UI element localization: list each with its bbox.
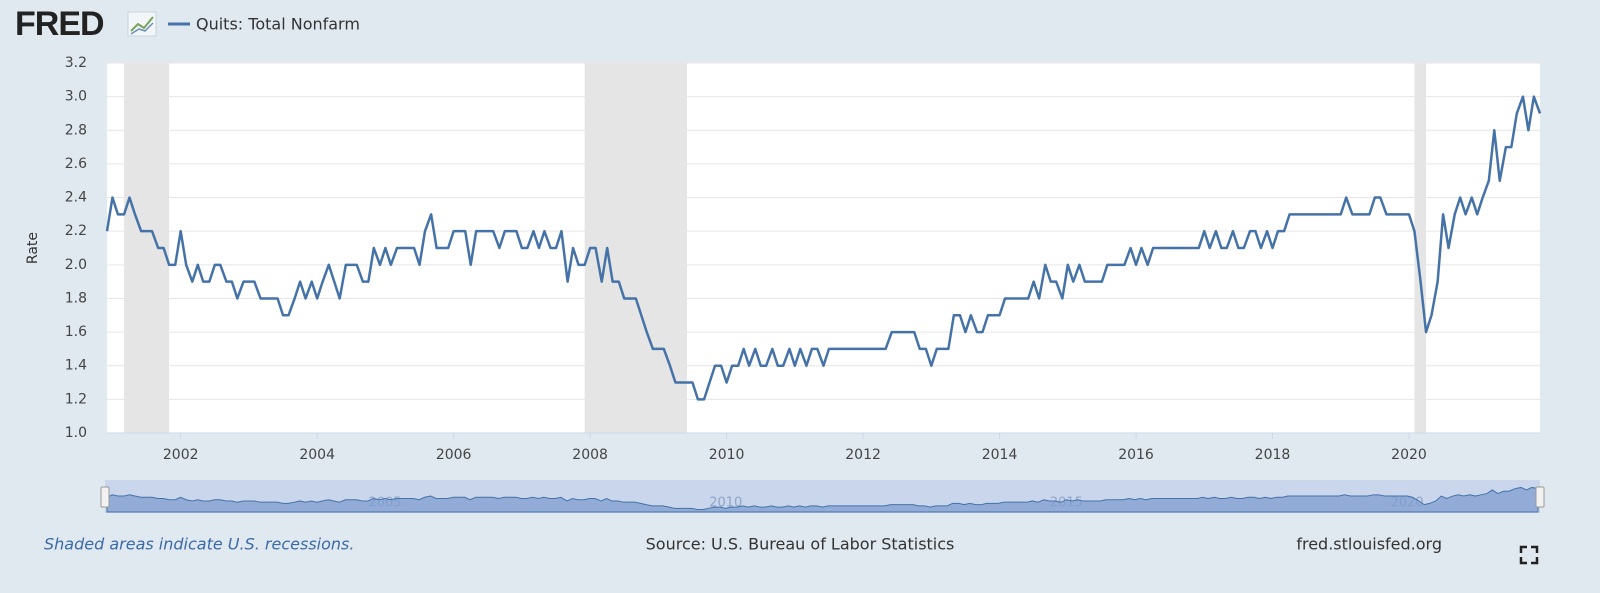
x-tick-label: 2012 bbox=[845, 447, 881, 463]
y-tick-label: 2.4 bbox=[65, 190, 87, 206]
x-tick-label: 2002 bbox=[163, 447, 199, 463]
logo: FRED bbox=[15, 5, 104, 43]
x-tick-label: 2020 bbox=[1391, 447, 1427, 463]
x-tick-label: 2006 bbox=[436, 447, 472, 463]
fullscreen-button[interactable] bbox=[1519, 545, 1539, 565]
recession-band bbox=[584, 63, 688, 433]
recession-note: Shaded areas indicate U.S. recessions. bbox=[44, 535, 354, 554]
y-tick-label: 2.0 bbox=[65, 257, 87, 273]
x-tick-label: 2016 bbox=[1118, 447, 1154, 463]
navigator-handle[interactable] bbox=[1535, 486, 1545, 508]
x-tick-label: 2004 bbox=[299, 447, 335, 463]
y-tick-label: 1.8 bbox=[65, 290, 87, 306]
legend-label: Quits: Total Nonfarm bbox=[196, 15, 360, 34]
x-tick-label: 2018 bbox=[1255, 447, 1291, 463]
y-tick-label: 3.0 bbox=[65, 89, 87, 105]
y-tick-label: 1.6 bbox=[65, 324, 87, 340]
navigator-series bbox=[106, 486, 1539, 513]
y-tick-label: 1.4 bbox=[65, 358, 87, 374]
y-tick-label: 2.8 bbox=[65, 122, 87, 138]
y-tick-label: 2.6 bbox=[65, 156, 87, 172]
y-tick-label: 1.2 bbox=[65, 391, 87, 407]
series-line bbox=[105, 95, 1542, 401]
site: fred.stlouisfed.org bbox=[1296, 535, 1442, 554]
logo-icon bbox=[127, 11, 157, 37]
x-tick-label: 2014 bbox=[982, 447, 1018, 463]
plot-area bbox=[107, 63, 1540, 433]
x-tick-label: 2010 bbox=[709, 447, 745, 463]
y-tick-label: 2.2 bbox=[65, 223, 87, 239]
y-tick-label: 3.2 bbox=[65, 55, 87, 71]
source: Source: U.S. Bureau of Labor Statistics bbox=[646, 535, 955, 554]
x-tick-label: 2008 bbox=[572, 447, 608, 463]
navigator-handle[interactable] bbox=[100, 486, 110, 508]
y-axis-label: Rate bbox=[25, 232, 41, 264]
recession-band bbox=[1414, 63, 1427, 433]
y-tick-label: 1.0 bbox=[65, 425, 87, 441]
